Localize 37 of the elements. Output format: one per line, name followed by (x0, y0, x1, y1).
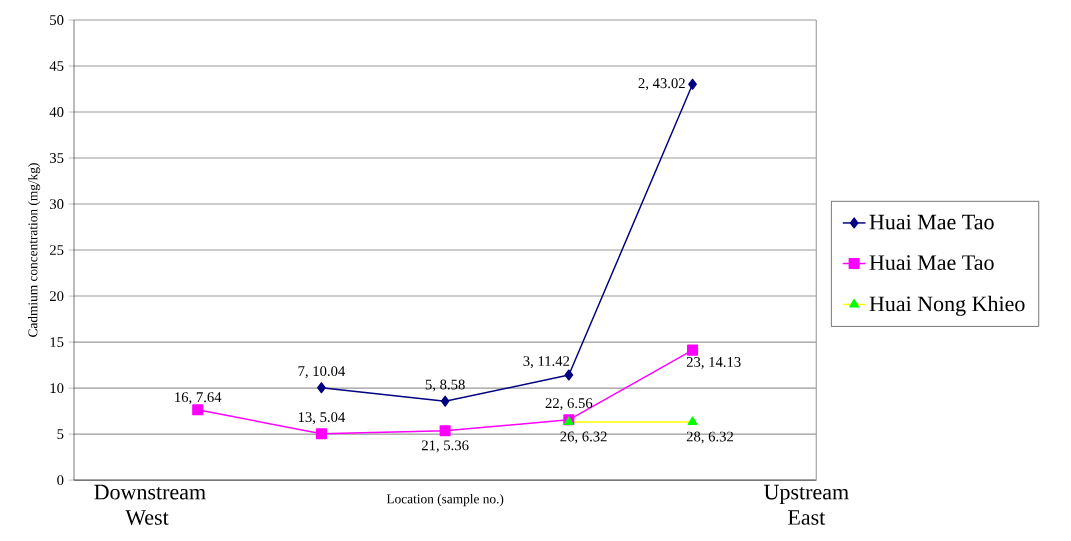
point (439, 425, 451, 437)
point (440, 395, 450, 407)
point (688, 78, 697, 90)
legend-label: Huai Mae Tao (869, 214, 994, 230)
y-tick-label: 15 (50, 337, 64, 347)
point (564, 369, 574, 381)
legend-label: Huai Nong Khieo (869, 295, 1025, 316)
y-tick-label: 5 (57, 429, 64, 439)
data-label: 22, 6.56 (545, 398, 593, 411)
data-label: 3, 11.42 (523, 356, 570, 369)
text: Upstream East (764, 484, 849, 525)
y-tick-label: 0 (57, 475, 64, 486)
y-tick-label: 45 (49, 61, 64, 71)
data-label: 28, 6.32 (686, 431, 734, 444)
data-label: 23, 14.13 (686, 356, 741, 369)
data-label: 13, 5.04 (298, 412, 346, 425)
data-label: 2, 43.02 (638, 78, 685, 91)
x-axis-title: Location (sample no.) (386, 493, 504, 507)
legend-label: Huai Mae Tao (869, 255, 994, 270)
data-label: 26, 6.32 (560, 431, 607, 444)
y-tick-label: 25 (49, 245, 64, 255)
data-label: 16, 7.64 (175, 392, 222, 405)
data-label: 21, 5.36 (421, 440, 469, 453)
y-tick-label: 35 (50, 153, 64, 163)
point (687, 344, 699, 356)
data-label: 7, 10.04 (298, 366, 346, 379)
y-tick-label: 40 (49, 107, 64, 117)
point (317, 382, 326, 394)
y-axis-title: Cadmium concentration (mg/kg) (28, 163, 41, 337)
y-tick-label: 20 (49, 291, 64, 301)
text: Downstream West (94, 484, 206, 525)
point (315, 428, 327, 440)
y-tick-label: 50 (50, 14, 64, 25)
y-tick-label: 30 (50, 199, 64, 209)
y-tick-label: 10 (50, 383, 64, 393)
data-label: 5, 8.58 (425, 379, 465, 392)
point (192, 404, 204, 416)
